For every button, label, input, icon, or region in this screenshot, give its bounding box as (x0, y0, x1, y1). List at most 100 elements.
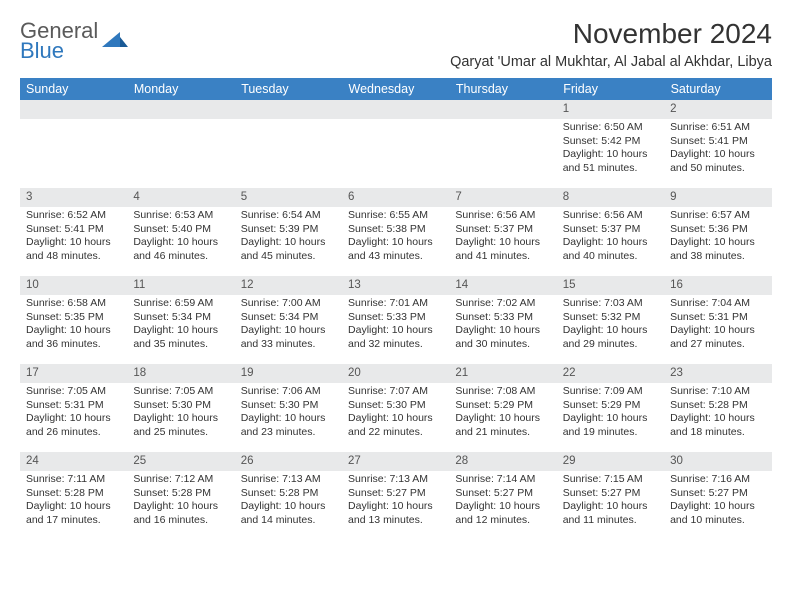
calendar-day-cell: 12Sunrise: 7:00 AMSunset: 5:34 PMDayligh… (235, 276, 342, 364)
day-content (235, 119, 342, 125)
calendar-day-cell: 24Sunrise: 7:11 AMSunset: 5:28 PMDayligh… (20, 452, 127, 540)
sunrise-text: Sunrise: 6:52 AM (26, 209, 121, 223)
weekday-header: Monday (127, 78, 234, 100)
sunset-text: Sunset: 5:36 PM (670, 223, 765, 237)
calendar-day-cell: 1Sunrise: 6:50 AMSunset: 5:42 PMDaylight… (557, 100, 664, 188)
day-number: 6 (342, 188, 449, 207)
sunrise-text: Sunrise: 7:13 AM (241, 473, 336, 487)
sunset-text: Sunset: 5:30 PM (241, 399, 336, 413)
calendar-day-cell: 19Sunrise: 7:06 AMSunset: 5:30 PMDayligh… (235, 364, 342, 452)
day-number: 22 (557, 364, 664, 383)
calendar-day-cell: 18Sunrise: 7:05 AMSunset: 5:30 PMDayligh… (127, 364, 234, 452)
calendar-table: SundayMondayTuesdayWednesdayThursdayFrid… (20, 78, 772, 540)
calendar-day-cell: 25 Sunrise: 7:12 AMSunset: 5:28 PMDayligh… (127, 452, 234, 540)
sunrise-text: Sunrise: 6:57 AM (670, 209, 765, 223)
sunrise-text: Sunrise: 6:56 AM (455, 209, 550, 223)
daylight-text: Daylight: 10 hours and 32 minutes. (348, 324, 443, 351)
day-content: Sunrise: 7:13 AMSunset: 5:27 PMDaylight:… (342, 471, 449, 532)
sunset-text: Sunset: 5:28 PM (241, 487, 336, 501)
sunset-text: Sunset: 5:41 PM (670, 135, 765, 149)
daylight-text: Daylight: 10 hours and 43 minutes. (348, 236, 443, 263)
sunset-text: Sunset: 5:28 PM (670, 399, 765, 413)
sunset-text: Sunset: 5:31 PM (670, 311, 765, 325)
calendar-day-cell: 29Sunrise: 7:15 AMSunset: 5:27 PMDayligh… (557, 452, 664, 540)
sunset-text: Sunset: 5:29 PM (455, 399, 550, 413)
sunrise-text: Sunrise: 7:15 AM (563, 473, 658, 487)
calendar-day-cell: 6Sunrise: 6:55 AMSunset: 5:38 PMDaylight… (342, 188, 449, 276)
day-number: 25 (127, 452, 234, 471)
day-content: Sunrise: 7:08 AMSunset: 5:29 PMDaylight:… (449, 383, 556, 444)
calendar-day-cell: 14Sunrise: 7:02 AMSunset: 5:33 PMDayligh… (449, 276, 556, 364)
weekday-header: Tuesday (235, 78, 342, 100)
daylight-text: Daylight: 10 hours and 38 minutes. (670, 236, 765, 263)
day-content: Sunrise: 7:01 AMSunset: 5:33 PMDaylight:… (342, 295, 449, 356)
daylight-text: Daylight: 10 hours and 48 minutes. (26, 236, 121, 263)
day-number: 24 (20, 452, 127, 471)
daylight-text: Daylight: 10 hours and 14 minutes. (241, 500, 336, 527)
logo-triangle-icon (102, 29, 130, 56)
day-content (127, 119, 234, 125)
sunrise-text: Sunrise: 6:53 AM (133, 209, 228, 223)
weekday-header: Saturday (664, 78, 771, 100)
logo-text: General Blue (20, 20, 98, 62)
calendar-day-cell: 21Sunrise: 7:08 AMSunset: 5:29 PMDayligh… (449, 364, 556, 452)
day-content: Sunrise: 7:14 AMSunset: 5:27 PMDaylight:… (449, 471, 556, 532)
sunrise-text: Sunrise: 7:14 AM (455, 473, 550, 487)
day-content: Sunrise: 6:56 AMSunset: 5:37 PMDaylight:… (449, 207, 556, 268)
location-subtitle: Qaryat 'Umar al Mukhtar, Al Jabal al Akh… (450, 54, 772, 70)
calendar-week-row: 3Sunrise: 6:52 AMSunset: 5:41 PMDaylight… (20, 188, 772, 276)
calendar-header-row: SundayMondayTuesdayWednesdayThursdayFrid… (20, 78, 772, 100)
sunset-text: Sunset: 5:27 PM (670, 487, 765, 501)
day-number: 3 (20, 188, 127, 207)
day-number: 1 (557, 100, 664, 119)
daylight-text: Daylight: 10 hours and 41 minutes. (455, 236, 550, 263)
sunrise-text: Sunrise: 6:51 AM (670, 121, 765, 135)
sunset-text: Sunset: 5:32 PM (563, 311, 658, 325)
weekday-header: Sunday (20, 78, 127, 100)
sunset-text: Sunset: 5:30 PM (348, 399, 443, 413)
daylight-text: Daylight: 10 hours and 19 minutes. (563, 412, 658, 439)
daylight-text: Daylight: 10 hours and 29 minutes. (563, 324, 658, 351)
month-title: November 2024 (450, 18, 772, 50)
sunrise-text: Sunrise: 6:50 AM (563, 121, 658, 135)
calendar-day-cell: 28Sunrise: 7:14 AMSunset: 5:27 PMDayligh… (449, 452, 556, 540)
calendar-day-cell (235, 100, 342, 188)
sunrise-text: Sunrise: 7:11 AM (26, 473, 121, 487)
day-content: Sunrise: 6:50 AMSunset: 5:42 PMDaylight:… (557, 119, 664, 180)
calendar-week-row: 24Sunrise: 7:11 AMSunset: 5:28 PMDayligh… (20, 452, 772, 540)
day-number: 4 (127, 188, 234, 207)
day-content: Sunrise: 7:00 AMSunset: 5:34 PMDaylight:… (235, 295, 342, 356)
calendar-week-row: 17Sunrise: 7:05 AMSunset: 5:31 PMDayligh… (20, 364, 772, 452)
logo: General Blue (20, 20, 130, 62)
daylight-text: Daylight: 10 hours and 46 minutes. (133, 236, 228, 263)
day-number: 27 (342, 452, 449, 471)
daylight-text: Daylight: 10 hours and 12 minutes. (455, 500, 550, 527)
daylight-text: Daylight: 10 hours and 10 minutes. (670, 500, 765, 527)
sunset-text: Sunset: 5:28 PM (133, 487, 228, 501)
day-content: Sunrise: 6:55 AMSunset: 5:38 PMDaylight:… (342, 207, 449, 268)
sunset-text: Sunset: 5:37 PM (455, 223, 550, 237)
daylight-text: Daylight: 10 hours and 16 minutes. (133, 500, 228, 527)
day-content: Sunrise: 6:58 AMSunset: 5:35 PMDaylight:… (20, 295, 127, 356)
day-number: 23 (664, 364, 771, 383)
calendar-day-cell (342, 100, 449, 188)
sunrise-text: Sunrise: 6:58 AM (26, 297, 121, 311)
day-number (342, 100, 449, 119)
day-number: 17 (20, 364, 127, 383)
day-number: 26 (235, 452, 342, 471)
daylight-text: Daylight: 10 hours and 26 minutes. (26, 412, 121, 439)
day-content (342, 119, 449, 125)
daylight-text: Daylight: 10 hours and 11 minutes. (563, 500, 658, 527)
day-number: 15 (557, 276, 664, 295)
daylight-text: Daylight: 10 hours and 33 minutes. (241, 324, 336, 351)
calendar-day-cell: 3Sunrise: 6:52 AMSunset: 5:41 PMDaylight… (20, 188, 127, 276)
sunrise-text: Sunrise: 7:12 AM (133, 473, 228, 487)
sunset-text: Sunset: 5:31 PM (26, 399, 121, 413)
day-content (449, 119, 556, 125)
day-number: 12 (235, 276, 342, 295)
day-content: Sunrise: 7:09 AMSunset: 5:29 PMDaylight:… (557, 383, 664, 444)
sunset-text: Sunset: 5:42 PM (563, 135, 658, 149)
sunrise-text: Sunrise: 7:09 AM (563, 385, 658, 399)
day-content: Sunrise: 6:52 AMSunset: 5:41 PMDaylight:… (20, 207, 127, 268)
calendar-body: 1Sunrise: 6:50 AMSunset: 5:42 PMDaylight… (20, 100, 772, 540)
